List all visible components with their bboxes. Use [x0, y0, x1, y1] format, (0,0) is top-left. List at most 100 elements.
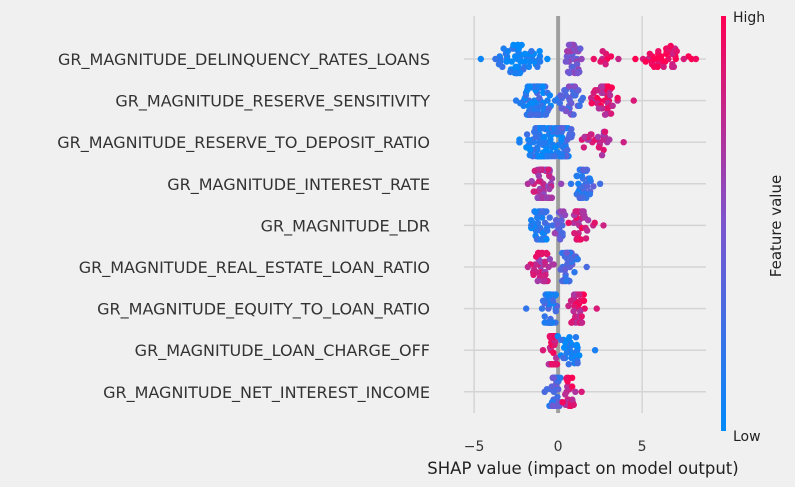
shap-point: [523, 131, 531, 138]
shap-point: [562, 391, 569, 398]
shap-point: [549, 402, 556, 409]
shap-point: [571, 269, 578, 276]
shap-point: [507, 68, 514, 76]
shap-point: [503, 58, 510, 65]
shap-point: [534, 249, 542, 257]
feature-label: GR_MAGNITUDE_REAL_ESTATE_LOAN_RATIO: [79, 258, 430, 278]
shap-point: [531, 208, 539, 215]
shap-point: [620, 139, 627, 146]
shap-point: [536, 53, 544, 60]
shap-point: [524, 263, 532, 271]
shap-point: [673, 48, 680, 55]
shap-point: [583, 166, 591, 173]
shap-point: [563, 349, 571, 356]
feature-label: GR_MAGNITUDE_LOAN_CHARGE_OFF: [135, 341, 430, 361]
shap-point: [576, 102, 583, 110]
shap-point: [546, 333, 554, 340]
shap-point: [572, 388, 579, 395]
shap-point: [579, 94, 587, 102]
shap-point: [527, 111, 534, 118]
shap-point: [558, 217, 565, 224]
shap-point: [546, 92, 554, 99]
shap-point: [575, 87, 582, 94]
shap-point: [583, 263, 590, 271]
shap-point: [586, 175, 594, 182]
shap-point: [568, 354, 575, 362]
shap-point: [596, 180, 604, 187]
shap-point: [685, 53, 692, 60]
shap-point: [573, 341, 581, 349]
shap-point: [590, 183, 597, 190]
shap-point: [508, 58, 515, 65]
shap-point: [650, 63, 658, 70]
shap-point: [530, 188, 537, 195]
shap-point: [565, 361, 572, 368]
shap-point: [550, 261, 557, 268]
shap-point: [595, 105, 603, 112]
x-tick-label: 0: [554, 439, 563, 455]
shap-point: [573, 172, 580, 180]
shap-point: [565, 219, 572, 226]
shap-point: [539, 297, 547, 304]
x-tick-label: −5: [464, 439, 485, 455]
shap-point: [563, 374, 571, 381]
shap-point: [562, 58, 570, 65]
shap-point: [525, 63, 533, 70]
shap-point: [541, 219, 549, 226]
shap-point: [541, 313, 548, 320]
shap-point: [532, 227, 540, 234]
shap-point: [558, 105, 565, 112]
shap-point: [570, 401, 577, 408]
shap-point: [566, 69, 573, 77]
shap-point: [528, 217, 535, 224]
shap-point: [584, 217, 592, 224]
shap-point: [578, 319, 586, 326]
shap-point: [531, 167, 538, 174]
shap-point: [543, 208, 550, 215]
shap-point: [571, 302, 578, 310]
shap-point: [547, 136, 554, 143]
shap-point: [521, 50, 529, 57]
shap-point: [667, 42, 674, 50]
shap-point: [530, 271, 537, 278]
shap-point: [563, 249, 571, 257]
shap-point: [552, 291, 560, 298]
shap-point: [553, 402, 560, 409]
shap-point: [562, 277, 570, 285]
shap-point: [642, 58, 649, 65]
shap-point: [604, 83, 612, 90]
shap-point: [580, 297, 588, 304]
shap-point: [601, 128, 609, 135]
feature-label: GR_MAGNITUDE_RESERVE_TO_DEPOSIT_RATIO: [57, 133, 430, 153]
feature-label: GR_MAGNITUDE_INTEREST_RATE: [167, 175, 430, 195]
shap-point: [577, 45, 584, 52]
shap-point: [570, 291, 578, 298]
shap-point: [578, 388, 585, 395]
shap-point: [576, 194, 584, 201]
colorbar-high-label: High: [733, 10, 765, 26]
shap-point: [590, 55, 597, 63]
shap-point: [532, 261, 539, 268]
shap-point: [607, 53, 615, 60]
shap-point: [548, 383, 555, 390]
shap-point: [534, 146, 541, 154]
shap-point: [557, 92, 564, 99]
shap-point: [552, 354, 560, 362]
shap-point: [543, 236, 550, 243]
shap-point: [546, 256, 554, 263]
shap-point: [570, 111, 577, 118]
shap-point: [565, 302, 572, 310]
shap-point: [591, 347, 599, 354]
shap-point: [559, 125, 566, 132]
shap-point: [549, 222, 556, 229]
shap-point: [525, 136, 532, 143]
shap-point: [558, 153, 566, 160]
shap-point: [588, 100, 595, 107]
shap-point: [544, 227, 551, 234]
shap-point: [568, 319, 575, 326]
shap-point: [680, 55, 687, 63]
shap-point: [573, 60, 581, 68]
shap-point: [591, 219, 598, 226]
shap-point: [537, 153, 544, 160]
shap-point: [534, 63, 541, 70]
